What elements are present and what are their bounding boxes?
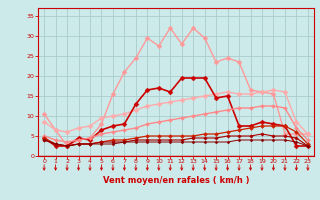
X-axis label: Vent moyen/en rafales ( km/h ): Vent moyen/en rafales ( km/h ): [103, 176, 249, 185]
